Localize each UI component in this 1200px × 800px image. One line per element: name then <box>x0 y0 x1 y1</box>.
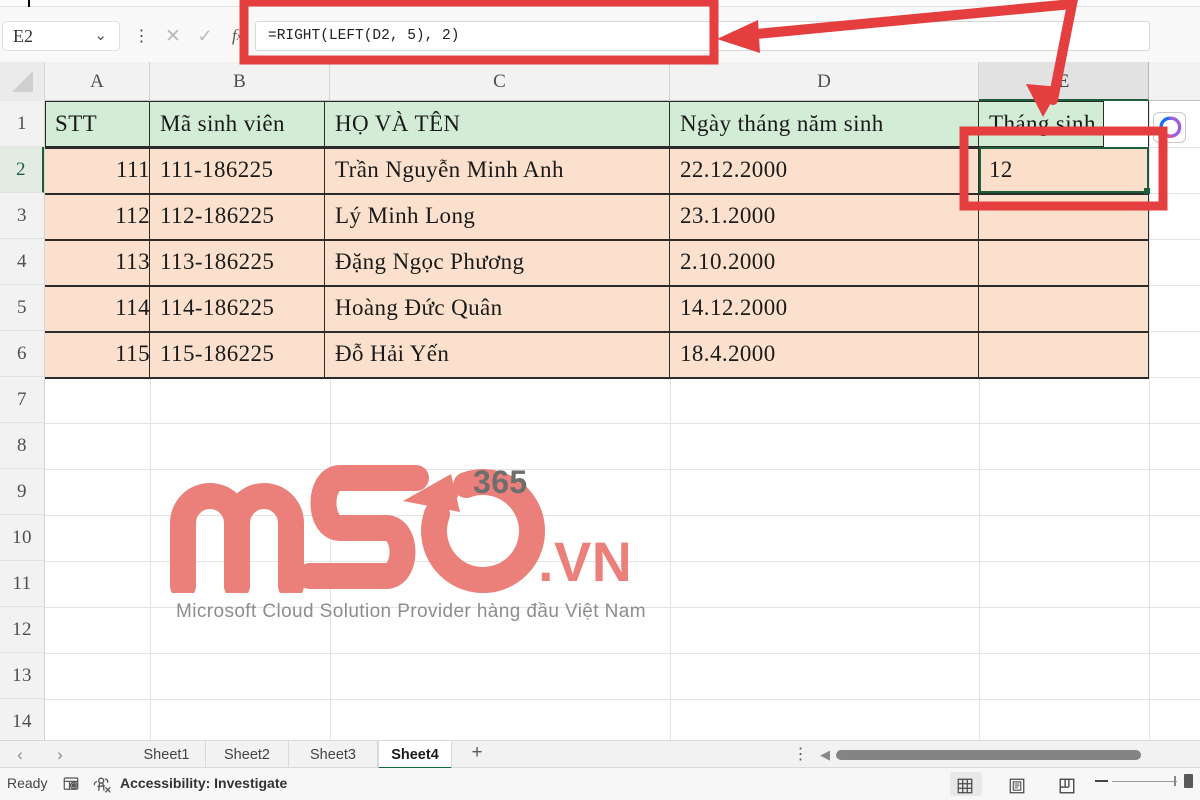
svg-text:.VN: .VN <box>538 530 628 593</box>
svg-text:365: 365 <box>473 464 528 500</box>
